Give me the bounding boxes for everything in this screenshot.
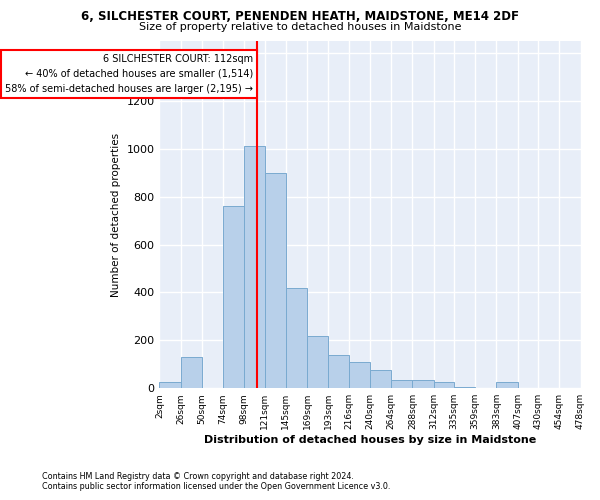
Bar [223,206,244,388]
Bar [265,172,286,388]
Text: 6, SILCHESTER COURT, PENENDEN HEATH, MAIDSTONE, ME14 2DF: 6, SILCHESTER COURT, PENENDEN HEATH, MAI… [81,10,519,23]
Y-axis label: Number of detached properties: Number of detached properties [111,132,121,296]
Bar [496,382,518,388]
Bar [391,380,412,388]
Text: Contains public sector information licensed under the Open Government Licence v3: Contains public sector information licen… [42,482,391,491]
Bar [286,288,307,388]
Bar [454,387,475,388]
Bar [370,370,391,388]
Bar [412,380,434,388]
Bar [434,382,454,388]
Bar [349,362,370,388]
Text: 6 SILCHESTER COURT: 112sqm
← 40% of detached houses are smaller (1,514)
58% of s: 6 SILCHESTER COURT: 112sqm ← 40% of deta… [5,54,253,94]
Bar [181,357,202,388]
Text: Contains HM Land Registry data © Crown copyright and database right 2024.: Contains HM Land Registry data © Crown c… [42,472,354,481]
Bar [244,146,265,388]
Bar [307,336,328,388]
Bar [160,382,181,388]
X-axis label: Distribution of detached houses by size in Maidstone: Distribution of detached houses by size … [204,435,536,445]
Text: Size of property relative to detached houses in Maidstone: Size of property relative to detached ho… [139,22,461,32]
Bar [328,354,349,388]
